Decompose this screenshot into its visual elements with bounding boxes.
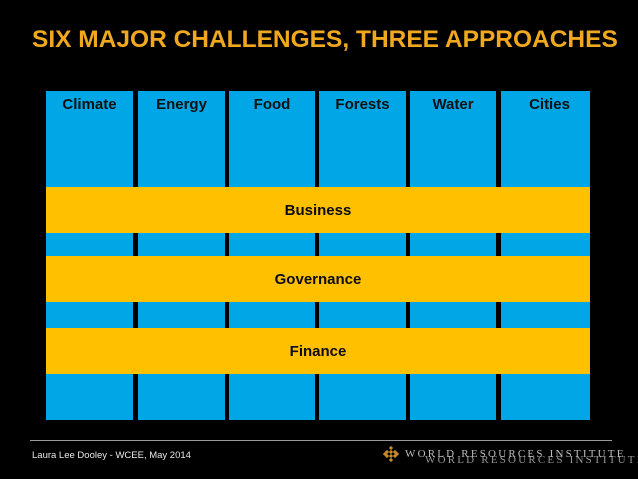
wri-logo-text: WORLD RESOURCES INSTITUTE xyxy=(405,447,626,460)
wri-logo-text-repeat: WORLD RESOURCES INSTITUTE xyxy=(425,454,638,466)
challenge-label: Food xyxy=(253,96,291,113)
challenge-label: Water xyxy=(432,96,474,113)
challenges-grid: Climate Energy Food Forests Water Cities… xyxy=(46,91,590,420)
approach-band-business: Business xyxy=(46,187,590,233)
approach-label: Governance xyxy=(274,270,362,288)
approach-band-governance: Governance xyxy=(46,256,590,302)
challenge-label: Cities xyxy=(529,96,570,113)
footer-divider xyxy=(30,440,612,441)
approach-label: Business xyxy=(284,201,352,219)
slide-title: SIX MAJOR CHALLENGES, THREE APPROACHES xyxy=(32,26,618,53)
approach-label: Finance xyxy=(289,342,347,360)
wri-logo: WORLD RESOURCES INSTITUTE WORLD RESOURCE… xyxy=(383,446,638,466)
challenge-label: Energy xyxy=(156,96,207,113)
challenge-label: Forests xyxy=(335,96,390,113)
approach-band-finance: Finance xyxy=(46,328,590,374)
wri-logo-icon xyxy=(383,446,399,462)
footer-author: Laura Lee Dooley - WCEE, May 2014 xyxy=(32,450,191,461)
challenge-label: Climate xyxy=(62,96,117,113)
